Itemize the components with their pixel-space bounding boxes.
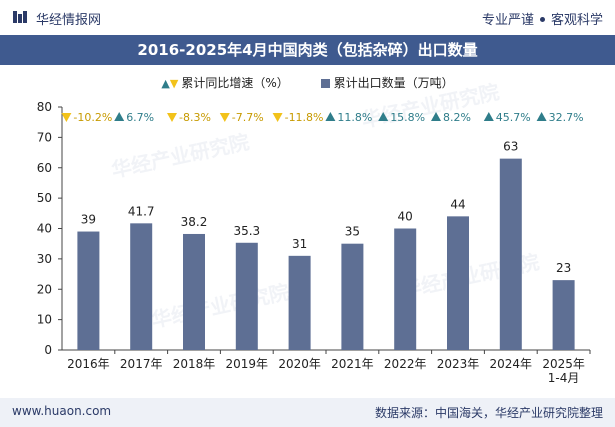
growth-up-marker bbox=[114, 112, 125, 121]
bar bbox=[130, 223, 153, 350]
growth-label: -11.8% bbox=[285, 111, 324, 124]
legend-volume: 累计出口数量（万吨） bbox=[320, 74, 454, 91]
x-tick-label: 2022年 bbox=[384, 357, 427, 371]
growth-label: 11.8% bbox=[337, 111, 372, 124]
y-tick-label: 20 bbox=[37, 282, 52, 296]
bar-swatch-icon bbox=[320, 79, 330, 88]
growth-label: 45.7% bbox=[496, 111, 531, 124]
bar-value-label: 40 bbox=[398, 210, 413, 224]
x-tick-label: 2021年 bbox=[331, 357, 374, 371]
triangle-up-icon: ▲ bbox=[161, 77, 170, 90]
bar-value-label: 63 bbox=[503, 140, 518, 154]
y-tick-label: 70 bbox=[37, 130, 52, 144]
y-tick-label: 80 bbox=[37, 100, 52, 114]
bar bbox=[394, 228, 417, 350]
chart-area: 0 10 20 30 40 50 60 70 80 39 2016年 -10.2% 41.7 2017年 6… bbox=[37, 100, 591, 385]
growth-label: -10.2% bbox=[73, 111, 112, 124]
growth-down-marker bbox=[61, 113, 72, 122]
bar bbox=[447, 216, 469, 350]
y-tick-label: 0 bbox=[44, 343, 52, 357]
bar-value-label: 39 bbox=[81, 213, 96, 227]
growth-label: 32.7% bbox=[549, 111, 584, 124]
bar-value-label: 35.3 bbox=[233, 224, 260, 238]
x-tick-label: 2023年 bbox=[437, 357, 480, 371]
brand-name: 华经情报网 bbox=[36, 13, 102, 28]
bar bbox=[235, 242, 258, 350]
y-tick-label: 40 bbox=[37, 222, 52, 236]
dot-separator-icon bbox=[539, 17, 545, 22]
growth-down-marker bbox=[167, 113, 177, 122]
legend-growth: ▲▼ 累计同比增速（%） bbox=[161, 74, 288, 91]
legend-growth-label: 累计同比增速（%） bbox=[181, 76, 289, 90]
bar bbox=[341, 243, 364, 350]
chart-title: 2016-2025年4月中国肉类（包括杂碎）出口数量 bbox=[0, 35, 615, 65]
tagline: 专业严谨 客观科学 bbox=[482, 9, 603, 28]
growth-label: -7.7% bbox=[232, 111, 264, 124]
footer-source: 数据来源：中国海关，华经产业研究院整理 bbox=[374, 406, 603, 420]
footer: www.huaon.com 数据来源：中国海关，华经产业研究院整理 bbox=[0, 398, 615, 427]
growth-label: -8.3% bbox=[179, 111, 211, 124]
legend: ▲▼ 累计同比增速（%） 累计出口数量（万吨） bbox=[0, 74, 615, 91]
x-tick-label: 2018年 bbox=[173, 357, 216, 371]
x-tick-label: 2025年 bbox=[542, 357, 585, 371]
brand-logo-icon bbox=[13, 11, 27, 23]
legend-volume-label: 累计出口数量（万吨） bbox=[333, 76, 454, 90]
bar bbox=[77, 231, 100, 350]
growth-up-marker bbox=[483, 112, 494, 121]
y-tick-label: 10 bbox=[37, 313, 52, 327]
growth-label: 6.7% bbox=[126, 111, 154, 124]
tagline-left: 专业严谨 bbox=[481, 13, 534, 28]
growth-down-marker bbox=[219, 113, 230, 122]
bar-value-label: 38.2 bbox=[181, 215, 208, 229]
bar-value-label: 41.7 bbox=[128, 204, 155, 218]
bar bbox=[499, 158, 522, 350]
bar bbox=[552, 280, 575, 350]
growth-up-marker bbox=[378, 112, 389, 121]
tagline-right: 客观科学 bbox=[550, 13, 603, 28]
bar-value-label: 31 bbox=[292, 237, 307, 251]
growth-up-marker bbox=[431, 112, 441, 121]
growth-label: 8.2% bbox=[443, 111, 471, 124]
bar bbox=[183, 233, 205, 350]
y-tick-label: 60 bbox=[37, 161, 52, 175]
bar-value-label: 44 bbox=[450, 197, 465, 211]
growth-up-marker bbox=[536, 112, 547, 121]
bar-value-label: 35 bbox=[345, 225, 360, 239]
top-bar: 华经情报网 专业严谨 客观科学 bbox=[0, 0, 615, 34]
y-tick-label: 30 bbox=[37, 252, 52, 266]
x-tick-label: 2017年 bbox=[120, 357, 163, 371]
growth-label: 15.8% bbox=[390, 111, 425, 124]
x-tick-label: 2019年 bbox=[226, 357, 269, 371]
x-tick-label: 2016年 bbox=[67, 357, 110, 371]
x-tick-label: 1-4月 bbox=[548, 371, 580, 385]
x-tick-label: 2020年 bbox=[278, 357, 321, 371]
triangle-down-icon: ▼ bbox=[169, 77, 179, 90]
x-tick-label: 2024年 bbox=[490, 357, 533, 371]
growth-down-marker bbox=[272, 113, 283, 122]
growth-up-marker bbox=[325, 112, 336, 121]
bar bbox=[288, 255, 311, 350]
bar-value-label: 23 bbox=[556, 261, 571, 275]
y-tick-label: 50 bbox=[37, 191, 52, 205]
footer-url: www.huaon.com bbox=[12, 404, 112, 418]
